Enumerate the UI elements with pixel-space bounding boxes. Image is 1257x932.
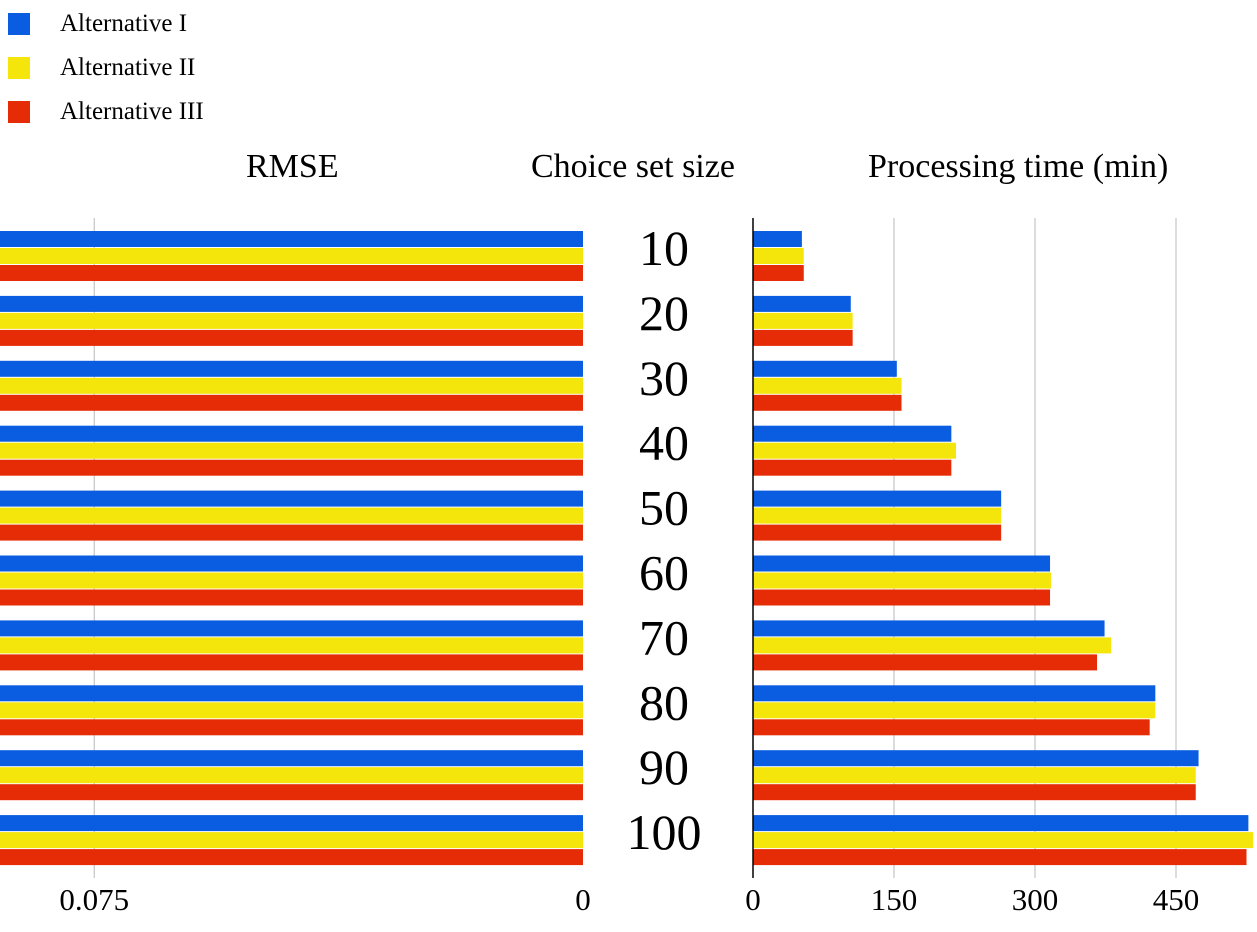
rmse-panel-title: RMSE	[246, 148, 339, 185]
rmse-bar	[0, 702, 583, 719]
time-bar	[753, 524, 1002, 541]
rmse-bar	[0, 637, 583, 654]
label-layer: 0.2250.150.07500150300450102030405060708…	[59, 220, 1200, 917]
choice-set-size-label: 70	[639, 609, 689, 665]
time-bar	[753, 360, 897, 377]
time-bar	[753, 620, 1105, 637]
bar-layer	[0, 231, 1254, 866]
rmse-tick-label: 0	[575, 882, 591, 917]
time-tick-label: 300	[1012, 882, 1059, 917]
time-bar	[753, 555, 1051, 572]
time-bar	[753, 425, 952, 442]
rmse-bar	[0, 490, 583, 507]
rmse-bar	[0, 329, 584, 346]
rmse-bar	[0, 832, 583, 849]
choice-set-size-label: 10	[639, 220, 689, 276]
legend-swatch-alternative-1	[8, 13, 30, 35]
legend-item-alternative-2: Alternative II	[8, 46, 204, 90]
rmse-bar	[0, 377, 583, 394]
rmse-bar	[0, 524, 583, 541]
choice-set-size-label: 40	[639, 415, 689, 471]
time-bar	[753, 719, 1150, 736]
rmse-bar	[0, 555, 583, 572]
rmse-bar	[0, 265, 583, 281]
rmse-bar	[0, 312, 583, 329]
rmse-bar	[0, 459, 583, 476]
time-bar	[753, 685, 1156, 702]
time-bar	[753, 231, 802, 247]
time-bar	[753, 377, 902, 394]
rmse-bar	[0, 767, 583, 784]
time-bar	[753, 490, 1002, 507]
choice-set-size-label: 80	[639, 674, 689, 730]
rmse-bar	[0, 425, 584, 442]
rmse-tick-label: 0.075	[59, 882, 129, 917]
legend-item-alternative-3: Alternative III	[8, 90, 204, 134]
time-bar	[753, 265, 804, 281]
time-bar	[753, 312, 853, 329]
time-bar	[753, 507, 1002, 524]
time-bar	[753, 815, 1249, 832]
rmse-bar	[0, 231, 583, 247]
time-bar	[753, 702, 1156, 719]
time-bar	[753, 442, 957, 459]
time-bar	[753, 832, 1254, 849]
time-bar	[753, 572, 1051, 589]
rmse-bar	[0, 685, 584, 702]
time-bar	[753, 329, 853, 346]
rmse-bar	[0, 295, 584, 312]
rmse-bar	[0, 620, 583, 637]
time-tick-label: 0	[745, 882, 761, 917]
legend: Alternative I Alternative II Alternative…	[8, 2, 204, 134]
rmse-bar	[0, 572, 584, 589]
rmse-bar	[0, 507, 584, 524]
choice-set-size-title: Choice set size	[531, 148, 735, 185]
legend-item-alternative-1: Alternative I	[8, 2, 204, 46]
time-bar	[753, 248, 804, 264]
time-bar	[753, 750, 1199, 767]
time-tick-label: 150	[871, 882, 918, 917]
time-bar	[753, 589, 1051, 606]
rmse-bar	[0, 654, 583, 671]
time-bar	[753, 295, 851, 312]
rmse-bar	[0, 589, 583, 606]
time-bar	[753, 654, 1098, 671]
processing-time-panel-title: Processing time (min)	[868, 148, 1169, 185]
choice-set-size-label: 60	[639, 545, 689, 601]
rmse-bar	[0, 442, 584, 459]
time-bar	[753, 394, 902, 411]
time-bar	[753, 849, 1247, 866]
rmse-bar	[0, 394, 584, 411]
rmse-bar	[0, 815, 584, 832]
time-bar	[753, 784, 1196, 801]
legend-label-alternative-3: Alternative III	[60, 98, 204, 125]
time-bar	[753, 767, 1196, 784]
rmse-bar	[0, 719, 584, 736]
rmse-bar	[0, 750, 583, 767]
choice-set-size-label: 30	[639, 350, 689, 406]
time-tick-label: 450	[1153, 882, 1200, 917]
choice-set-size-label: 50	[639, 480, 689, 536]
rmse-bar	[0, 248, 583, 264]
legend-swatch-alternative-3	[8, 101, 30, 123]
legend-swatch-alternative-2	[8, 57, 30, 79]
legend-label-alternative-1: Alternative I	[60, 10, 188, 37]
rmse-bar	[0, 360, 584, 377]
time-bar	[753, 459, 952, 476]
choice-set-size-label: 90	[639, 739, 689, 795]
legend-label-alternative-2: Alternative II	[60, 54, 196, 81]
choice-set-size-label: 100	[627, 804, 702, 860]
time-bar	[753, 637, 1112, 654]
rmse-bar	[0, 849, 583, 866]
choice-set-size-label: 20	[639, 285, 689, 341]
rmse-bar	[0, 784, 583, 801]
